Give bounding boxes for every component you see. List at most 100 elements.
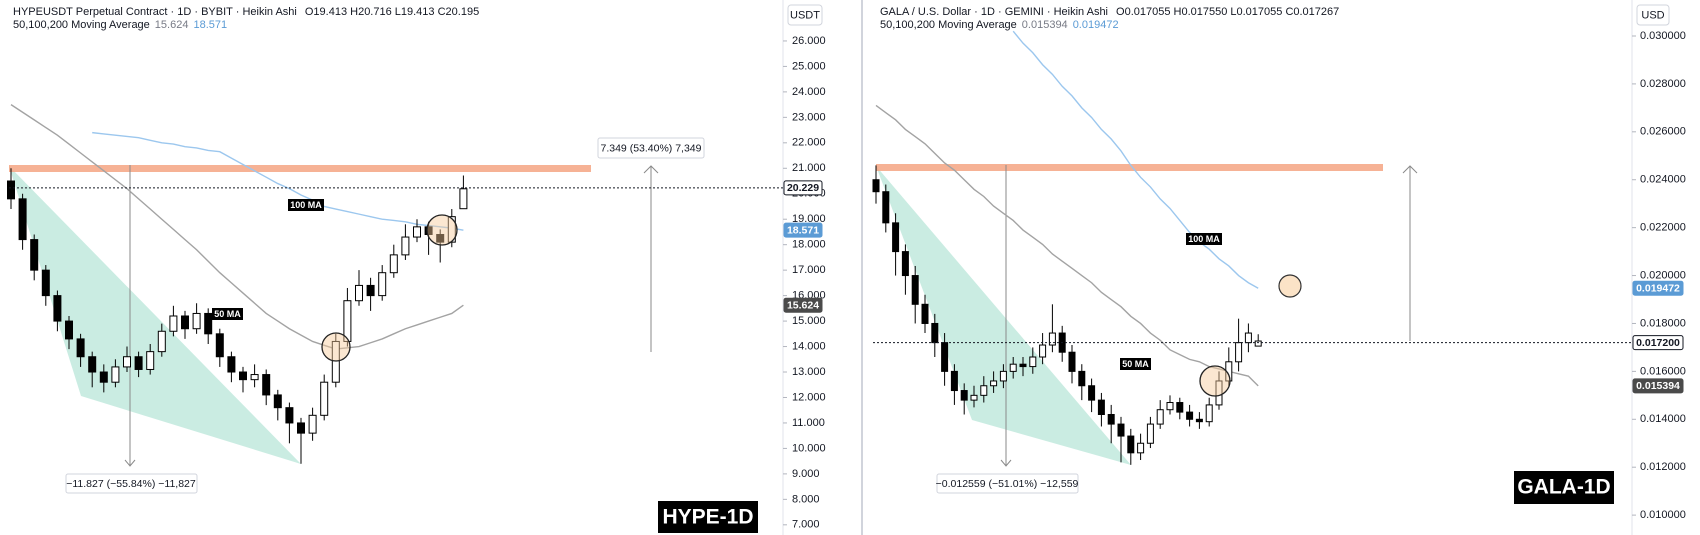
- candle-body: [157, 330, 166, 353]
- candle-body: [88, 356, 97, 373]
- candle-body: [950, 370, 958, 392]
- candle-body: [331, 340, 340, 383]
- annotation-box: [597, 137, 705, 159]
- symbol-title: HYPEUSDT Perpetual Contract · 1D · BYBIT…: [13, 6, 297, 18]
- y-tick-label: 13.000: [792, 366, 826, 378]
- candle-body: [250, 374, 259, 381]
- candle-body: [1039, 344, 1047, 358]
- arrow-head: [1402, 165, 1418, 174]
- annotation-box: [936, 473, 1079, 494]
- annotation: −0.012559 (−51.01%) −12,559: [936, 478, 1079, 490]
- highlight-circle: [1278, 274, 1302, 298]
- badge-box: [1514, 471, 1614, 504]
- y-tick-label: 14.000: [792, 340, 826, 352]
- y-tick-label: 0.028000: [1640, 78, 1686, 90]
- candle-body: [297, 422, 305, 434]
- candle-body: [1137, 442, 1145, 454]
- moving-average: [1012, 30, 1259, 289]
- currency[interactable]: USDT: [790, 9, 820, 21]
- candle-body: [99, 371, 108, 383]
- price-tag: [1632, 378, 1684, 394]
- arrow-head: [124, 459, 136, 467]
- candle-body: [343, 300, 352, 342]
- candle-body: [169, 315, 178, 332]
- candle-body: [970, 394, 978, 401]
- price-tag-label: 0.015394: [1636, 380, 1680, 392]
- candle-body: [911, 275, 919, 305]
- candle-body: [980, 385, 988, 396]
- candle-body: [1235, 342, 1243, 363]
- candle-body: [146, 351, 155, 370]
- candle-body: [459, 188, 468, 210]
- price-tag: [1632, 280, 1684, 296]
- candle-body: [1048, 332, 1056, 346]
- indicator-value: 0.015394: [1022, 19, 1068, 31]
- highlight-circle: [426, 214, 458, 246]
- candle-body: [65, 320, 73, 340]
- candle-body: [1097, 399, 1105, 415]
- price-tag-label: 0.017200: [1636, 337, 1680, 349]
- badge: GALA-1D: [1517, 476, 1610, 499]
- ma-label: 50 MA: [1122, 359, 1149, 369]
- candle-body: [1117, 423, 1125, 437]
- y-tick-label: 0.030000: [1640, 30, 1686, 42]
- candle-body: [123, 356, 131, 368]
- candle-body: [181, 315, 189, 330]
- candle-body: [1019, 363, 1027, 368]
- currency-button[interactable]: [787, 4, 823, 26]
- highlight-circle: [1199, 365, 1231, 397]
- currency[interactable]: USD: [1641, 9, 1664, 21]
- legend-indicator: 50,100,200 Moving Average 0.015394 0.01947…: [880, 19, 1119, 31]
- y-tick-label: 23.000: [792, 111, 826, 123]
- annotation-box: [65, 473, 198, 494]
- candle-body: [872, 179, 880, 193]
- candle-body: [436, 233, 445, 243]
- legend-title: HYPEUSDT Perpetual Contract · 1D · BYBIT…: [13, 6, 479, 18]
- candle-body: [1107, 413, 1115, 425]
- y-tick-label: 0.024000: [1640, 174, 1686, 186]
- candle-body: [1127, 435, 1135, 454]
- y-tick-label: 17.000: [792, 264, 826, 276]
- candle-body: [960, 390, 968, 401]
- candle-body: [7, 180, 15, 200]
- ohlc: O19.413 H20.716 L19.413 C20.195: [305, 6, 479, 18]
- ma-label: 50 MA: [214, 309, 241, 319]
- candle-body: [1029, 356, 1037, 368]
- price-tag-label: 18.571: [787, 224, 819, 236]
- candle-body: [1156, 409, 1164, 425]
- decline-triangle: [9, 166, 301, 464]
- moving-average: [92, 131, 464, 231]
- candle-body: [239, 371, 247, 381]
- candle-body: [424, 226, 433, 235]
- ma-label-box: [1186, 233, 1222, 245]
- arrow-head: [1000, 459, 1012, 467]
- y-tick-label: 25.000: [792, 60, 826, 72]
- candle-body: [134, 356, 143, 370]
- y-tick-label: 12.000: [792, 391, 826, 403]
- ma-label: 100 MA: [290, 200, 322, 210]
- price-tag-label: 20.229: [787, 182, 819, 194]
- currency-button[interactable]: [1636, 4, 1670, 26]
- candle-body: [1205, 404, 1213, 423]
- y-tick-label: 0.018000: [1640, 317, 1686, 329]
- price-tag: [783, 222, 823, 238]
- candle-body: [1078, 370, 1086, 387]
- candle-body: [262, 374, 271, 396]
- y-tick-label: 10.000: [792, 442, 826, 454]
- annotation: −11.827 (−55.84%) −11,827: [66, 478, 196, 490]
- candle-body: [227, 356, 236, 373]
- y-tick-label: 0.010000: [1640, 509, 1686, 521]
- candle-body: [1166, 402, 1174, 411]
- resistance-zone: [876, 164, 1383, 171]
- y-tick-label: 15.000: [792, 315, 826, 327]
- candle-body: [1146, 423, 1154, 444]
- candle-body: [1009, 363, 1017, 372]
- badge-box: [658, 501, 758, 533]
- candle-body: [53, 295, 62, 322]
- badge: HYPE-1D: [662, 506, 753, 529]
- resistance-zone: [9, 165, 591, 172]
- indicator-name: 50,100,200 Moving Average: [880, 19, 1017, 31]
- y-tick-label: 22.000: [792, 137, 826, 149]
- candle-body: [285, 407, 294, 424]
